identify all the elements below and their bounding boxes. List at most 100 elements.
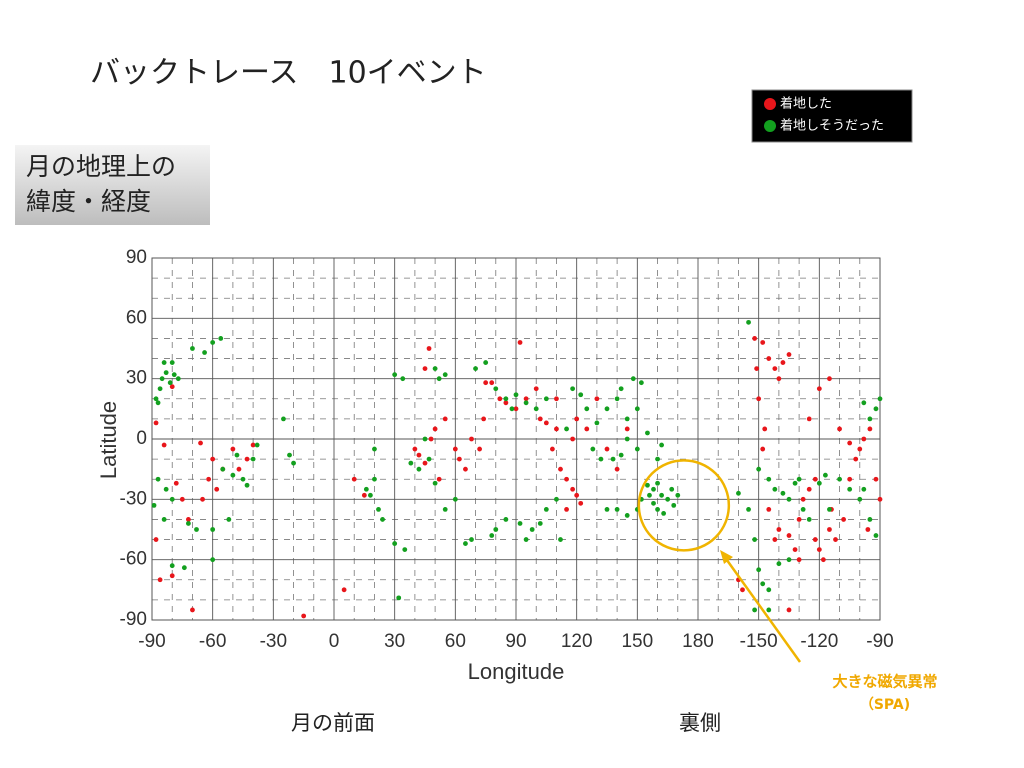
data-point [469, 436, 474, 442]
data-point [234, 452, 240, 458]
data-point [175, 376, 181, 382]
data-point [857, 496, 863, 502]
data-point [675, 492, 681, 498]
data-point [422, 436, 428, 442]
data-point [867, 426, 873, 432]
data-point [754, 366, 760, 372]
y-tick-label: 90 [126, 247, 147, 268]
data-point [416, 466, 422, 472]
data-point [230, 472, 236, 478]
data-point [614, 466, 620, 472]
data-point [210, 340, 216, 345]
data-point [594, 396, 600, 402]
data-point [169, 360, 175, 365]
data-point [564, 506, 569, 512]
data-point [873, 406, 879, 412]
data-point [517, 340, 523, 345]
data-point [564, 476, 569, 482]
data-point [630, 376, 636, 382]
data-point [493, 527, 499, 532]
data-point [857, 446, 863, 452]
data-point [578, 392, 584, 398]
data-point [655, 506, 660, 512]
legend-label: 着地しそうだった [780, 118, 884, 134]
data-point [610, 456, 616, 462]
data-point [762, 426, 768, 432]
data-point [363, 486, 369, 492]
data-point [570, 386, 576, 392]
data-point [341, 587, 347, 593]
data-point [570, 486, 576, 492]
data-point [463, 466, 468, 472]
data-point [645, 482, 650, 488]
x-tick-label: -150 [740, 631, 778, 652]
data-point [614, 396, 620, 402]
data-point [396, 595, 402, 601]
data-point [604, 506, 610, 512]
data-point [861, 486, 867, 492]
x-tick-label: 0 [329, 631, 340, 652]
legend-marker [764, 98, 776, 110]
data-point [584, 426, 590, 432]
data-point [281, 416, 286, 422]
data-point [210, 527, 216, 532]
data-point [564, 426, 569, 432]
data-point [244, 456, 250, 462]
data-point [513, 406, 519, 412]
data-point [792, 547, 798, 553]
data-point [171, 372, 177, 378]
data-point [766, 587, 772, 593]
data-point [827, 527, 832, 532]
data-point [671, 502, 677, 508]
data-point [756, 567, 762, 573]
data-point [483, 380, 489, 386]
data-point [806, 517, 812, 522]
x-tick-label: 120 [561, 631, 593, 652]
data-point [816, 386, 822, 392]
data-point [426, 456, 432, 462]
data-point [746, 506, 751, 512]
data-point [659, 442, 664, 448]
data-point [766, 476, 772, 482]
data-point [786, 557, 792, 563]
data-point [230, 446, 236, 452]
data-point [786, 533, 792, 538]
spa-circle [637, 459, 731, 552]
legend-box [751, 89, 913, 143]
data-point [523, 400, 529, 406]
data-point [161, 360, 167, 365]
data-point [867, 416, 873, 422]
data-point [614, 506, 620, 512]
data-point [153, 537, 159, 542]
y-tick-label: -60 [120, 549, 147, 570]
data-point [669, 486, 675, 492]
data-point [169, 563, 175, 569]
data-point [841, 517, 846, 522]
data-point [554, 426, 559, 432]
data-point [877, 396, 883, 402]
data-point [766, 607, 772, 613]
data-point [240, 476, 246, 482]
data-point [402, 547, 408, 553]
data-point [574, 416, 580, 422]
data-point [772, 486, 778, 492]
data-point [179, 496, 185, 502]
data-point [537, 521, 543, 526]
data-point [746, 319, 751, 325]
data-point [554, 496, 559, 502]
data-point [533, 386, 539, 392]
data-point [651, 486, 656, 492]
annotation: 月の前面 [291, 711, 375, 735]
data-point [618, 452, 624, 458]
data-point [163, 370, 169, 376]
legend-marker [764, 120, 776, 132]
data-point [452, 446, 458, 452]
data-point [760, 340, 766, 345]
data-point [624, 416, 630, 422]
data-point [497, 396, 503, 402]
data-point [400, 376, 406, 382]
data-point [655, 480, 660, 486]
data-point [426, 346, 432, 351]
